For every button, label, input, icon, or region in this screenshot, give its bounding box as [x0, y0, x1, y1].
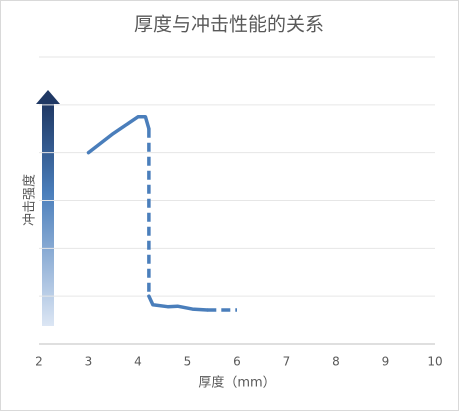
- x-tick-label: 10: [427, 355, 442, 369]
- x-tick-label: 9: [382, 355, 390, 369]
- x-axis-label: 厚度（mm）: [198, 375, 275, 391]
- y-axis-label: 冲击强度: [22, 174, 38, 226]
- x-tick-label: 3: [85, 355, 93, 369]
- x-tick-label: 6: [233, 355, 241, 369]
- x-tick-label: 8: [332, 355, 340, 369]
- line-segment: [147, 294, 210, 312]
- x-tick-label: 2: [35, 355, 43, 369]
- line-segment: [86, 115, 151, 155]
- chart-title: 厚度与冲击性能的关系: [134, 14, 324, 36]
- x-tick-label: 4: [134, 355, 142, 369]
- x-tick-label: 5: [184, 355, 192, 369]
- x-tick-label: 7: [283, 355, 291, 369]
- y-arrow-shaft: [42, 104, 54, 326]
- y-arrow-head: [36, 90, 60, 104]
